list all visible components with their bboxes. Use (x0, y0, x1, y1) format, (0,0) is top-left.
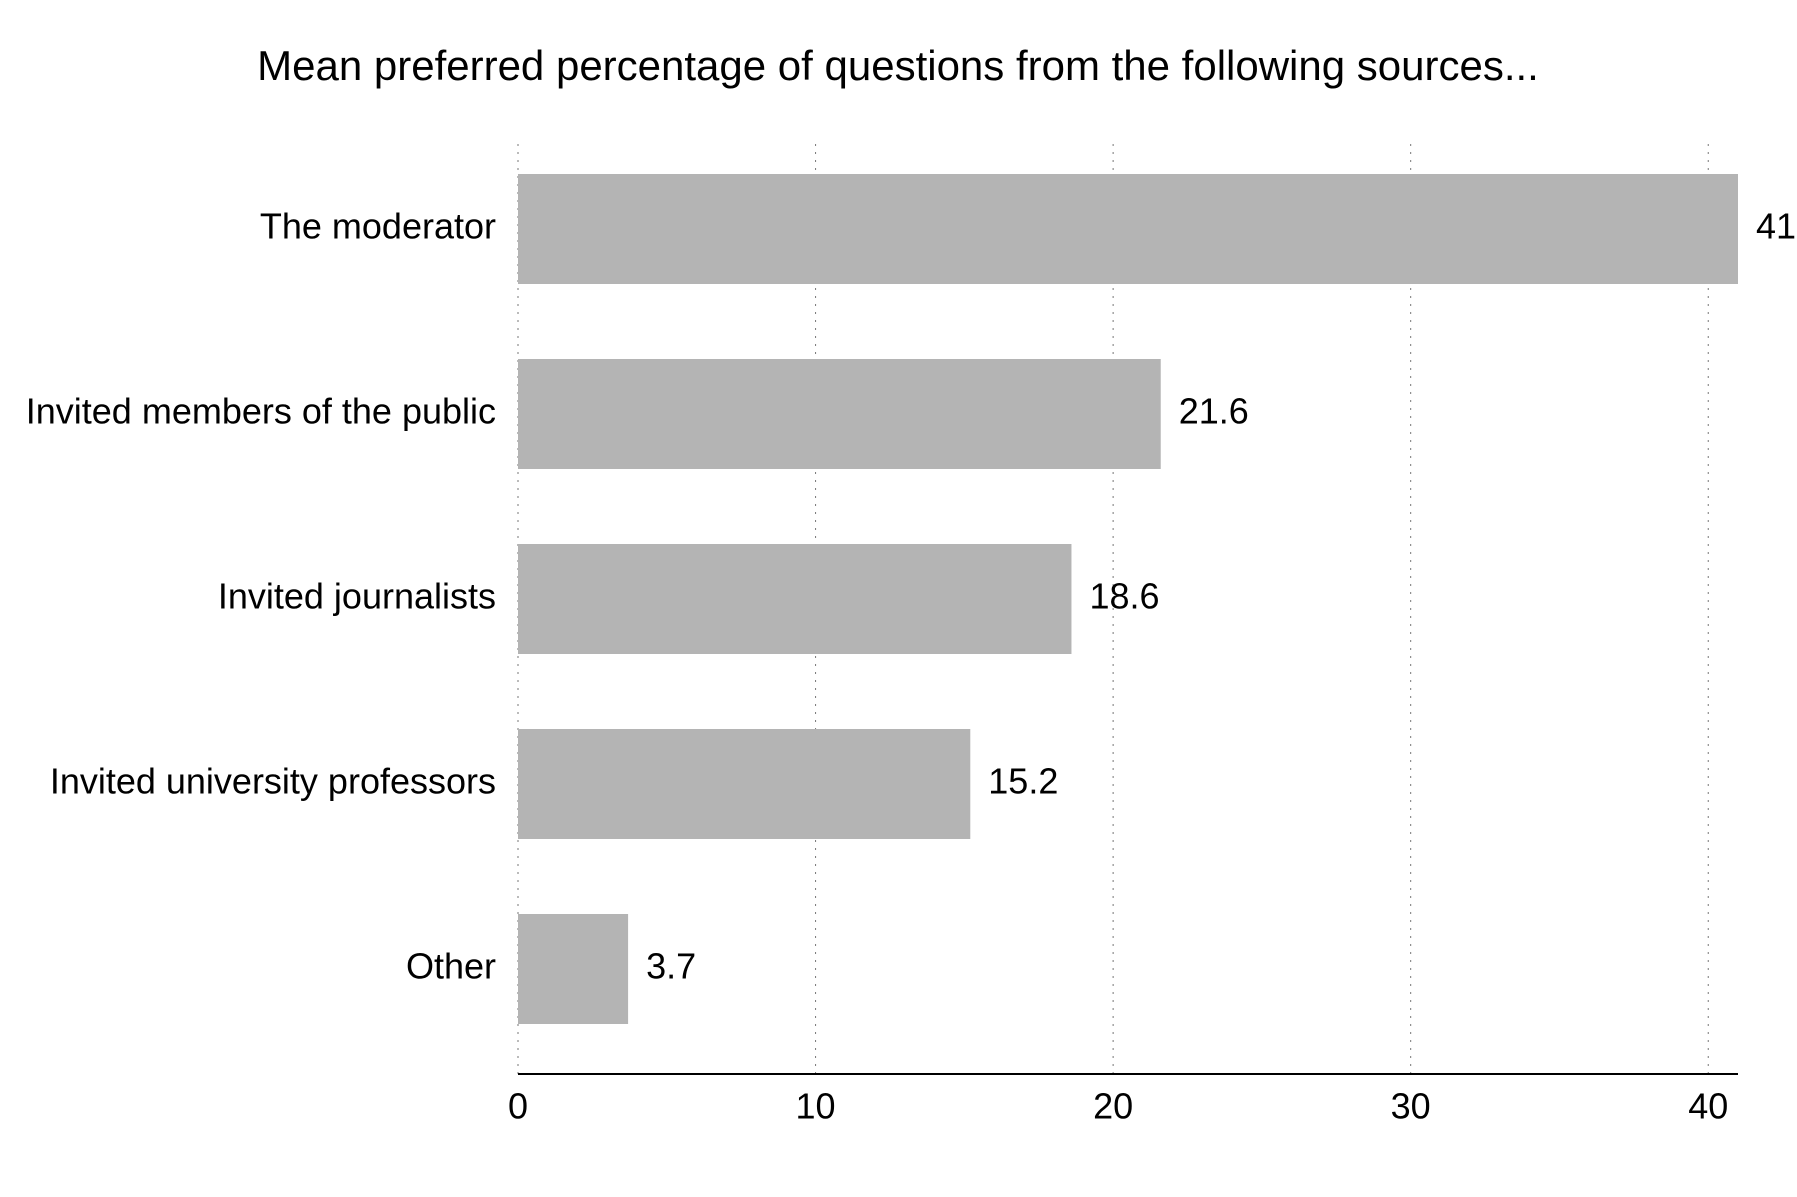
bar (518, 359, 1161, 469)
bar (518, 174, 1738, 284)
bar-chart: Mean preferred percentage of questions f… (0, 0, 1797, 1197)
value-label: 41.0 (1756, 206, 1797, 247)
x-tick-label: 0 (508, 1085, 528, 1126)
value-label: 3.7 (646, 946, 696, 987)
value-label: 21.6 (1179, 391, 1249, 432)
x-tick-label: 20 (1093, 1085, 1133, 1126)
x-tick-label: 10 (796, 1085, 836, 1126)
y-axis-label: Invited university professors (50, 761, 496, 802)
bar (518, 544, 1071, 654)
bar (518, 729, 970, 839)
value-label: 15.2 (988, 761, 1058, 802)
y-axis-label: The moderator (260, 206, 496, 247)
x-tick-label: 30 (1391, 1085, 1431, 1126)
chart-title: Mean preferred percentage of questions f… (257, 42, 1539, 89)
x-tick-label: 40 (1688, 1085, 1728, 1126)
chart-container: Mean preferred percentage of questions f… (0, 0, 1797, 1197)
y-axis-label: Other (406, 946, 496, 987)
bar (518, 914, 628, 1024)
value-label: 18.6 (1089, 576, 1159, 617)
y-axis-label: Invited members of the public (26, 391, 496, 432)
y-labels: The moderator Invited members of the publ… (26, 206, 496, 987)
y-axis-label: Invited journalists (218, 576, 496, 617)
x-tick-labels: 0 10 20 30 40 (508, 1085, 1728, 1126)
